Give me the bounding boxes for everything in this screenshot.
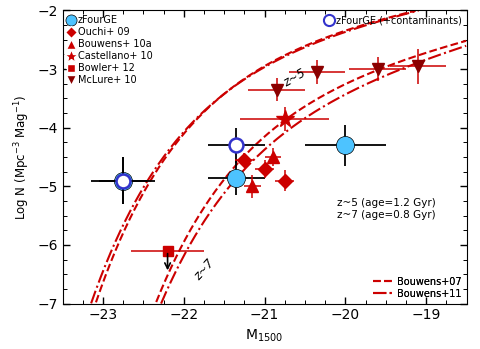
Y-axis label: Log N (Mpc$^{-3}$ Mag$^{-1}$): Log N (Mpc$^{-3}$ Mag$^{-1}$) (12, 94, 32, 220)
Text: z~7: z~7 (192, 257, 217, 283)
Legend: Bouwens+07, Bouwens+11: Bouwens+07, Bouwens+11 (370, 275, 463, 301)
Text: z~5 (age=1.2 Gyr)
z~7 (age=0.8 Gyr): z~5 (age=1.2 Gyr) z~7 (age=0.8 Gyr) (336, 198, 435, 220)
X-axis label: M$_{1500}$: M$_{1500}$ (245, 328, 283, 344)
Text: z~5: z~5 (280, 67, 307, 90)
